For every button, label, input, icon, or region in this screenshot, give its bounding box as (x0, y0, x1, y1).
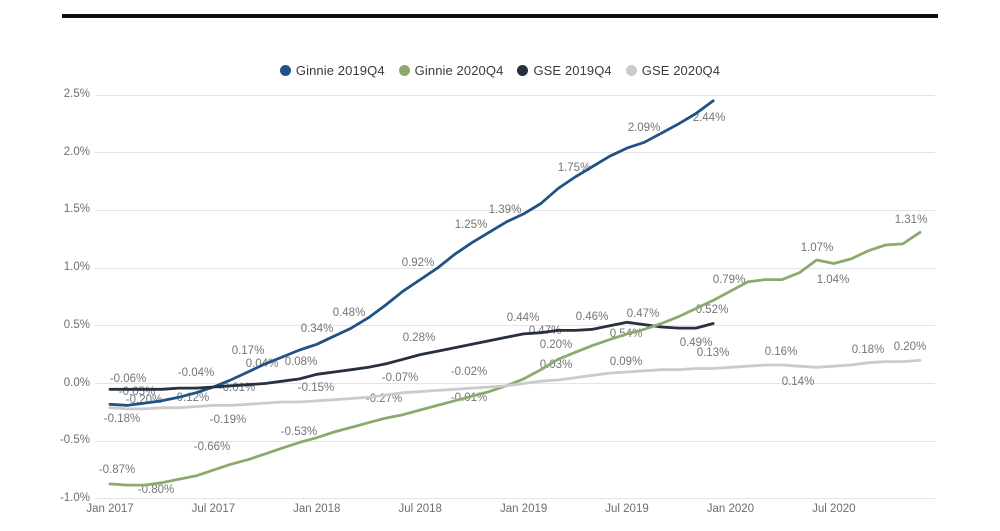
data-label: 0.52% (695, 304, 729, 316)
data-label: 0.54% (609, 328, 643, 340)
data-label: -0.66% (193, 441, 231, 453)
legend-dot-icon (398, 65, 410, 76)
data-label: 0.16% (764, 346, 798, 358)
y-tick-label: 2.0% (63, 145, 90, 158)
data-label: 0.47% (528, 325, 562, 337)
data-label: 1.04% (816, 274, 850, 286)
legend-item-3: GSE 2019Q4 (517, 63, 612, 78)
gridline (95, 94, 935, 96)
legend-item-label: Ginnie 2019Q4 (295, 63, 385, 78)
y-tick-label: 2.5% (63, 88, 90, 100)
data-label: -0.01% (218, 382, 256, 394)
data-label: -0.01% (450, 392, 488, 404)
gridline (95, 325, 935, 327)
data-label: 0.46% (575, 311, 609, 323)
x-tick-label: Jul 2017 (191, 503, 236, 515)
legend-item-label: GSE 2020Q4 (641, 63, 721, 78)
data-label: 1.31% (894, 214, 928, 226)
data-label: 0.47% (626, 308, 660, 320)
legend-item-2: Ginnie 2020Q4 (398, 63, 504, 78)
legend-item-label: Ginnie 2020Q4 (414, 63, 504, 78)
y-tick-label: 1.0% (63, 261, 90, 274)
data-label: -0.02% (450, 366, 488, 378)
data-label: -0.53% (280, 426, 318, 438)
y-tick-label: 1.5% (63, 203, 90, 216)
data-label: 1.25% (454, 219, 488, 231)
data-label: 1.07% (800, 242, 834, 254)
y-tick-label: 0.0% (63, 376, 90, 389)
data-label: 2.44% (692, 112, 726, 124)
data-label: -0.87% (98, 464, 136, 476)
x-tick-label: Jan 2020 (706, 503, 755, 515)
data-label: 0.09% (609, 356, 643, 368)
legend-item-1: Ginnie 2019Q4 (279, 63, 385, 78)
legend-item-4: GSE 2020Q4 (625, 63, 721, 78)
x-tick-label: Jan 2019 (499, 503, 548, 515)
data-label: -0.19% (209, 414, 247, 426)
data-label: 0.44% (506, 312, 540, 324)
x-tick-label: Jul 2020 (812, 503, 856, 515)
data-label: 0.03% (539, 359, 573, 371)
gridline (95, 152, 935, 154)
legend-item-label: GSE 2019Q4 (533, 63, 612, 78)
data-label: 0.34% (300, 323, 334, 335)
y-tick-label: 0.5% (63, 318, 90, 331)
top-rule (62, 14, 938, 18)
legend-dot-icon (517, 65, 529, 76)
x-tick-label: Jan 2018 (293, 503, 341, 515)
chart-legend: Ginnie 2019Q4 Ginnie 2020Q4 GSE 2019Q4 GSE … (0, 63, 1000, 78)
y-tick-label: -1.0% (59, 491, 90, 504)
data-label: 0.14% (781, 376, 815, 388)
x-tick-label: Jan 2017 (86, 503, 134, 515)
data-label: -0.27% (365, 393, 403, 405)
data-label: -0.04% (177, 367, 215, 379)
data-label: 0.28% (402, 332, 436, 344)
data-label: -0.15% (297, 382, 335, 394)
data-label: -0.80% (137, 484, 175, 496)
data-label: 0.18% (851, 344, 885, 356)
data-label: 0.17% (231, 345, 265, 357)
data-label: 0.20% (893, 341, 927, 353)
x-tick-label: Jul 2019 (605, 503, 649, 515)
data-label: 1.39% (488, 204, 522, 216)
data-label: 0.08% (284, 356, 318, 368)
data-label: 0.13% (696, 347, 730, 359)
gridline (95, 267, 935, 269)
data-label: 0.48% (332, 307, 366, 319)
data-label: 0.20% (539, 339, 573, 351)
data-label: 2.09% (627, 122, 661, 134)
data-label: 0.79% (712, 274, 746, 286)
gridline (95, 498, 935, 500)
data-label: -0.18% (103, 413, 141, 425)
data-label: 0.92% (401, 257, 435, 269)
data-label: -0.12% (172, 392, 210, 404)
data-label: 1.75% (557, 162, 591, 174)
data-label: -0.06% (109, 373, 147, 385)
data-label: -0.07% (381, 372, 419, 384)
series-line-ginnie-2020q4 (108, 230, 922, 487)
data-label: 0.04% (245, 358, 279, 370)
legend-dot-icon (279, 65, 291, 76)
x-tick-label: Jul 2018 (398, 503, 442, 515)
data-label: -0.05% (118, 386, 156, 398)
legend-dot-icon (625, 65, 637, 76)
y-tick-label: -0.5% (59, 434, 90, 447)
